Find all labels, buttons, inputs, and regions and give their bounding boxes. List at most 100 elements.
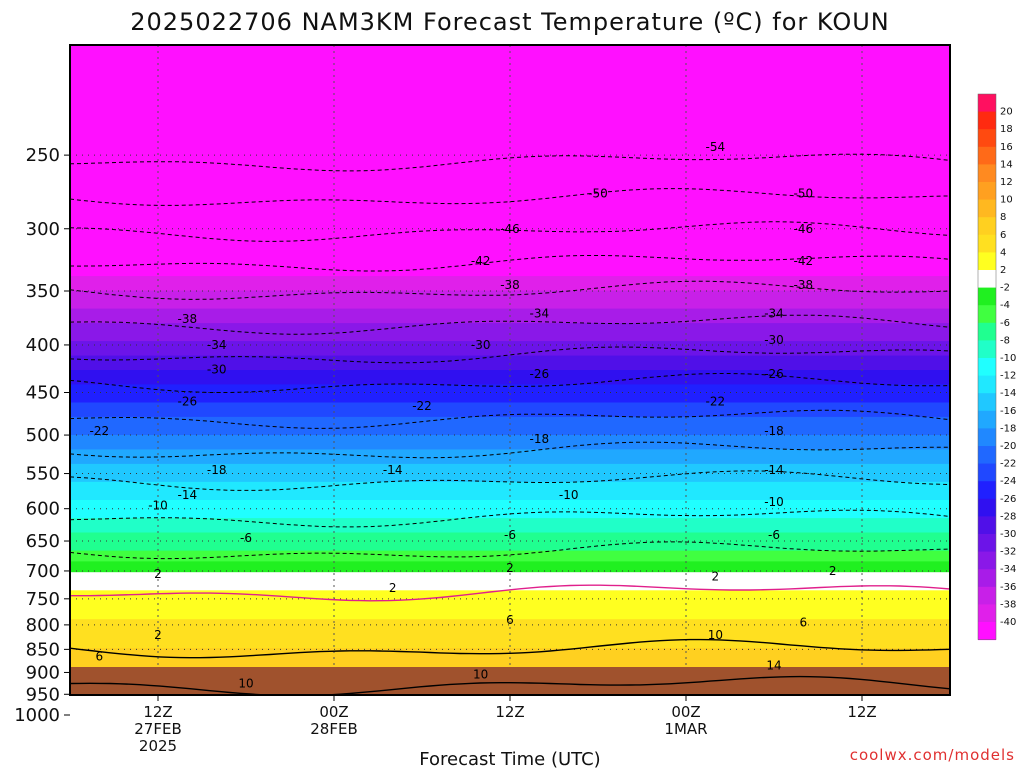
temperature-band — [70, 149, 950, 155]
isotherm-label: 10 — [708, 628, 723, 642]
temperature-band — [70, 438, 950, 444]
isotherm-line — [70, 470, 950, 491]
isotherm-label: 2 — [712, 570, 720, 584]
colorbar-tick-label: -2 — [1000, 283, 1010, 294]
colorbar-tick-label: 2 — [1000, 265, 1006, 276]
temperature-band — [70, 232, 950, 238]
isotherm-label: -26 — [530, 367, 550, 381]
colorbar-swatch — [978, 340, 996, 359]
colorbar-tick-label: 18 — [1000, 124, 1013, 135]
colorbar-tick-label: -26 — [1000, 494, 1016, 505]
temperature-band — [70, 185, 950, 191]
isotherm-label: -26 — [764, 367, 784, 381]
x-tick-label: 27FEB — [134, 720, 181, 738]
temperature-band — [70, 366, 950, 371]
y-tick-label: 700 — [26, 561, 60, 582]
isotherm-line — [70, 584, 950, 602]
temperature-band — [70, 362, 950, 368]
isotherm-label: -22 — [90, 424, 110, 438]
temperature-band — [70, 471, 950, 476]
temperature-band — [70, 597, 950, 603]
isotherm-label: -46 — [500, 222, 520, 236]
colorbar-swatch — [978, 146, 996, 165]
isotherm-line — [70, 638, 950, 659]
temperature-band — [70, 203, 950, 209]
isotherm-label: 2 — [829, 564, 837, 578]
temperature-band — [70, 99, 950, 104]
temperature-band — [70, 557, 950, 563]
colorbar-swatch — [978, 534, 996, 553]
temperature-band — [70, 167, 950, 173]
temperature-band — [70, 442, 950, 447]
isotherm-label: 2 — [506, 561, 514, 575]
temperature-band — [70, 521, 950, 527]
temperature-band — [70, 561, 950, 566]
grid-lines — [70, 45, 950, 667]
colorbar-tick-label: -38 — [1000, 599, 1016, 610]
y-axis: 2503003504004505005506006507007508008509… — [14, 145, 70, 726]
temperature-band — [70, 305, 950, 310]
isotherm-label: -38 — [500, 278, 520, 292]
temperature-band — [70, 604, 950, 610]
y-tick-label: 500 — [26, 425, 60, 446]
isotherm-label: -50 — [588, 187, 608, 201]
temperature-band — [70, 630, 950, 635]
isotherm-label: -6 — [504, 528, 516, 542]
temperature-band — [70, 568, 950, 574]
colorbar-swatch — [978, 428, 996, 447]
temperature-band — [70, 359, 950, 364]
temperature-band — [70, 478, 950, 483]
temperature-band — [70, 261, 950, 267]
temperature-band — [70, 196, 950, 202]
colorbar-tick-label: -20 — [1000, 441, 1016, 452]
colorbar-swatch — [978, 234, 996, 253]
colorbar-swatch — [978, 358, 996, 377]
isotherm-label: -10 — [764, 495, 784, 509]
x-axis-label: Forecast Time (UTC) — [419, 749, 600, 768]
temperature-band — [70, 106, 950, 111]
colorbar-tick-label: -30 — [1000, 529, 1016, 540]
colorbar-tick-label: 8 — [1000, 212, 1006, 223]
isotherm-label: 2 — [389, 581, 397, 595]
isotherm-label: -6 — [768, 528, 780, 542]
temperature-band — [70, 593, 950, 599]
x-tick-label: 00Z — [671, 703, 700, 721]
colorbar-tick-label: -34 — [1000, 564, 1016, 575]
colorbar-tick-label: -32 — [1000, 547, 1016, 558]
temperature-band — [70, 348, 950, 353]
credit-text: coolwx.com/models — [850, 746, 1015, 764]
isotherm-label: -26 — [178, 394, 198, 408]
isotherm-label: -34 — [207, 338, 227, 352]
temperature-band — [70, 416, 950, 422]
temperature-band — [70, 297, 950, 303]
temperature-band — [70, 413, 950, 418]
isotherm-label: -6 — [240, 531, 252, 545]
y-tick-label: 950 — [26, 684, 60, 705]
isotherm-label: -14 — [178, 488, 198, 502]
colorbar-tick-label: -16 — [1000, 406, 1016, 417]
temperature-band — [70, 384, 950, 389]
colorbar-swatch — [978, 164, 996, 183]
temperature-band — [70, 467, 950, 473]
temperature-band — [70, 315, 950, 321]
temperature-band — [70, 377, 950, 382]
colorbar-swatch — [978, 498, 996, 517]
colorbar-frame — [977, 93, 997, 640]
temperature-band — [70, 77, 950, 83]
colorbar-swatch — [978, 94, 996, 113]
temperature-band — [70, 323, 950, 328]
colorbar-swatch — [978, 481, 996, 500]
temperature-band — [70, 124, 950, 129]
temperature-band — [70, 214, 950, 220]
isotherm-label: -38 — [794, 278, 814, 292]
colorbar-tick-label: -6 — [1000, 318, 1010, 329]
isotherm-line — [70, 280, 950, 300]
colorbar-tick-label: 16 — [1000, 142, 1013, 153]
isotherm-label: -46 — [794, 222, 814, 236]
temperature-band — [70, 160, 950, 166]
temperature-band — [70, 539, 950, 545]
temperature-band — [70, 225, 950, 231]
temperature-band — [70, 276, 950, 281]
colorbar-swatch — [978, 287, 996, 306]
temperature-band — [70, 88, 950, 93]
